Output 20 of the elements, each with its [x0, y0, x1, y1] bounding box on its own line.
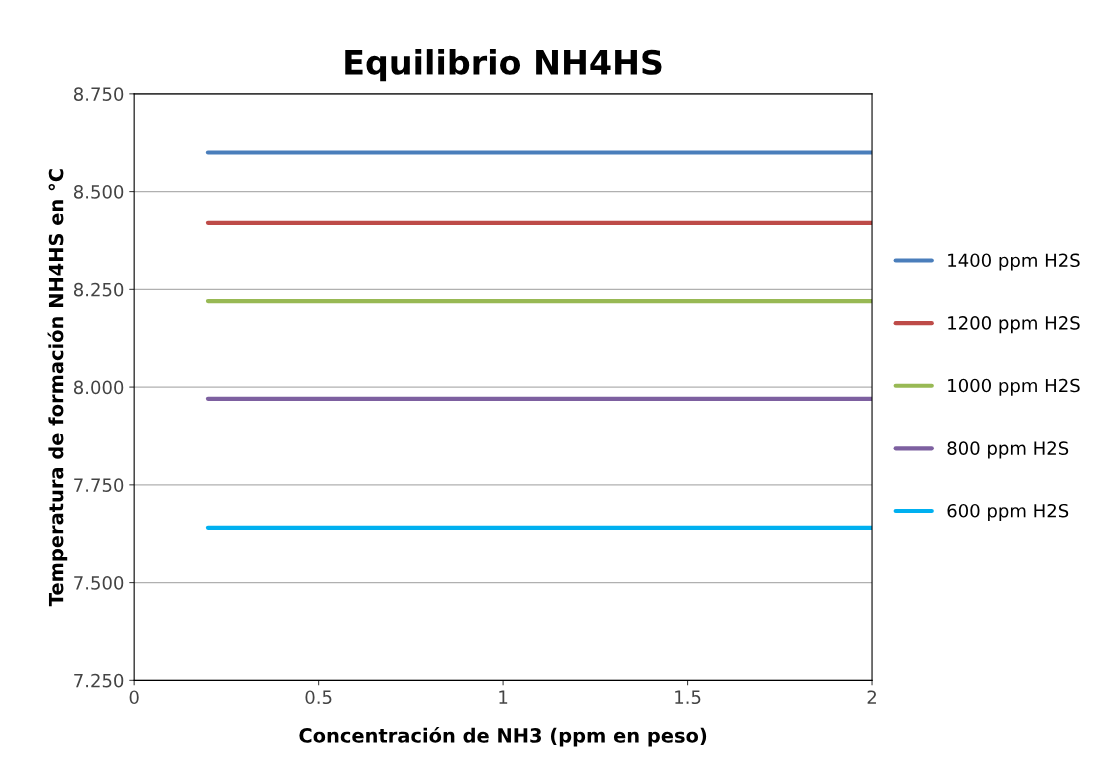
chart-title: Equilibrio NH4HS [345, 49, 662, 82]
x-tick-label: 1.5 [675, 690, 701, 705]
legend-label: 1400 ppm H2S [948, 253, 1080, 271]
x-tick-label: 0 [129, 690, 139, 705]
x-tick-label: 2 [867, 690, 876, 704]
y-tick-label: 8.250 [73, 282, 124, 297]
legend-label: 800 ppm H2S [947, 441, 1069, 459]
x-tick-label: 0.5 [305, 690, 332, 705]
y-tick-label: 8.750 [73, 87, 124, 101]
legend-label: 1200 ppm H2S [948, 316, 1080, 334]
legend-label: 600 ppm H2S [947, 503, 1069, 522]
y-tick-label: 7.750 [74, 478, 124, 492]
x-axis-title: Concentración de NH3 (ppm en peso) [299, 726, 707, 747]
legend-label: 1000 ppm H2S [948, 378, 1080, 396]
y-tick-label: 7.250 [74, 673, 124, 688]
y-axis-title: Temperatura de formación NH4HS en °C [47, 169, 68, 607]
x-tick-label: 1 [499, 690, 508, 704]
y-tick-label: 7.500 [74, 576, 124, 590]
y-tick-label: 8.500 [73, 185, 124, 199]
y-tick-label: 8.000 [73, 380, 124, 395]
